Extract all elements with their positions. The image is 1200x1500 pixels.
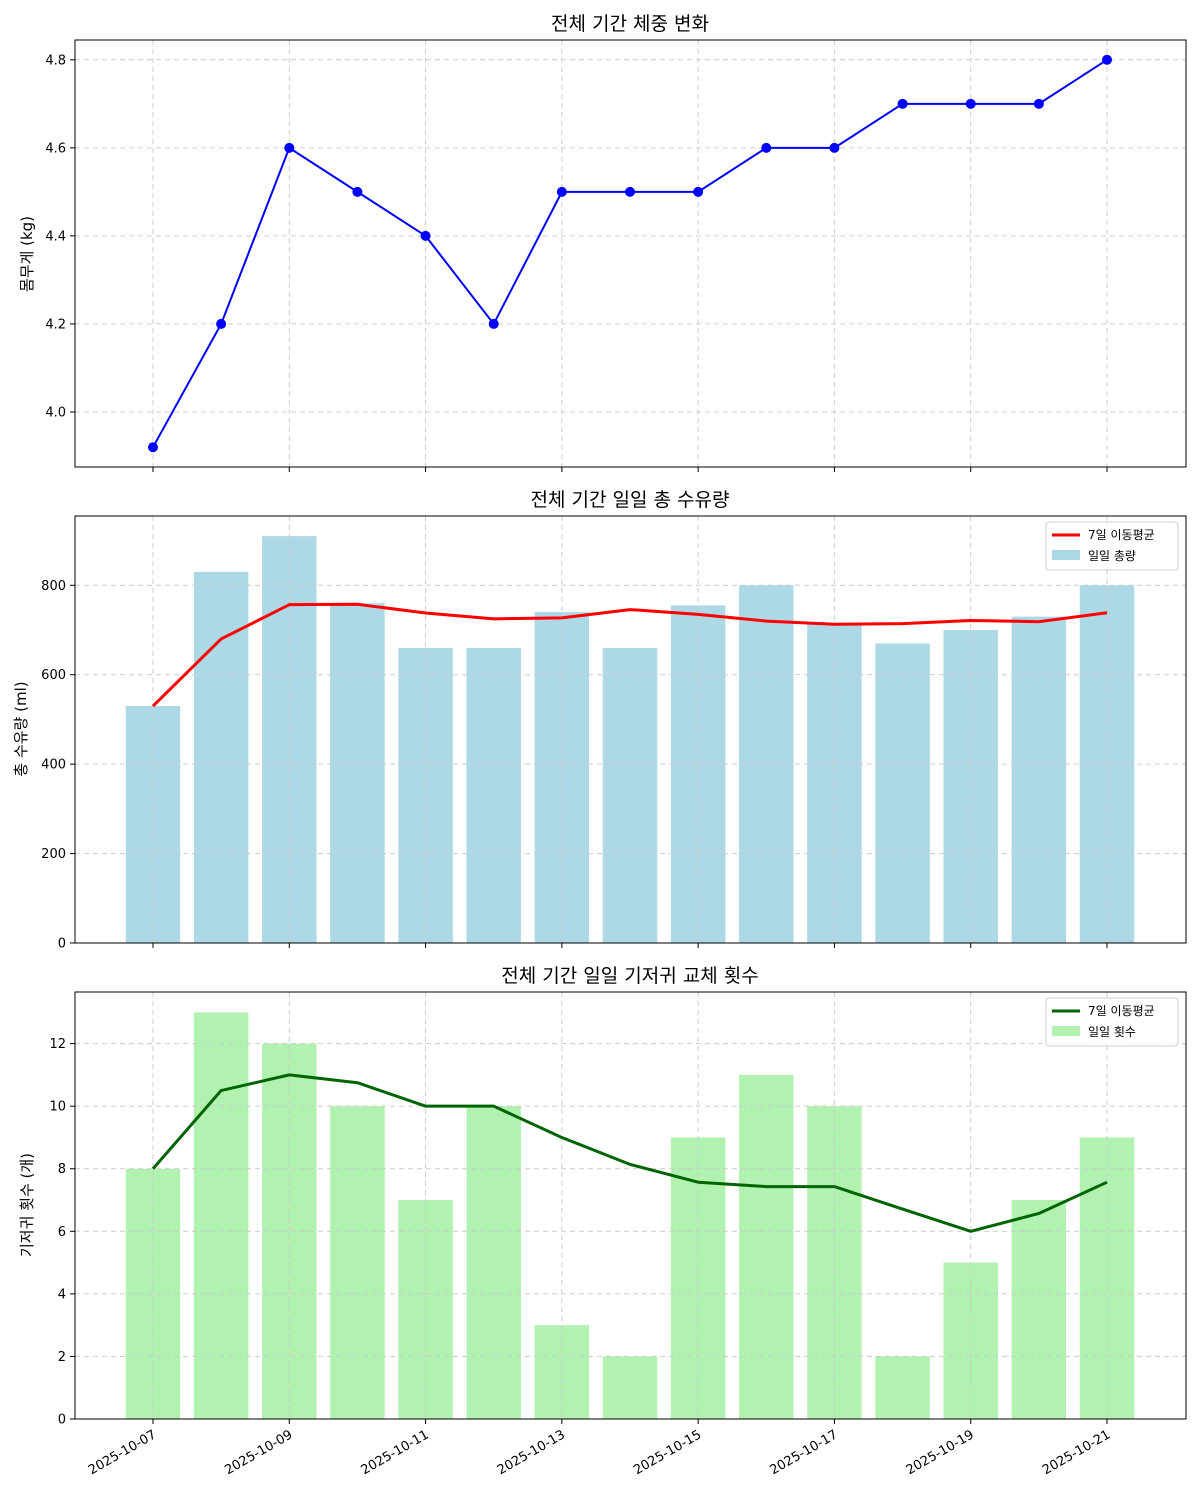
y-tick-label: 4 xyxy=(58,1287,66,1302)
chart-title: 전체 기간 체중 변화 xyxy=(551,13,709,35)
daily-bar xyxy=(466,1106,521,1419)
weight-point xyxy=(1033,98,1044,109)
moving-average-line xyxy=(151,602,1108,708)
daily-bar xyxy=(670,605,726,943)
y-tick-label: 12 xyxy=(49,1037,66,1052)
legend: 7일 이동평균 일일 횟수 xyxy=(1045,997,1179,1047)
daily-bar xyxy=(330,603,385,943)
y-tick-label: 0 xyxy=(58,1413,66,1428)
daily-bar xyxy=(466,647,521,943)
daily-bar xyxy=(602,647,658,943)
y-tick-label: 600 xyxy=(41,668,66,683)
daily-bar xyxy=(943,1262,998,1419)
weight-point xyxy=(1102,54,1112,65)
legend-swatch-daily xyxy=(1052,1026,1080,1036)
weight-point xyxy=(829,142,840,153)
plot-frame xyxy=(74,39,1187,468)
legend-swatch-daily xyxy=(1052,550,1080,560)
weight-point xyxy=(761,142,772,153)
weight-point xyxy=(897,98,908,109)
legend-label-daily: 일일 총량 xyxy=(1088,549,1136,563)
chart-title: 전체 기간 일일 총 수유량 xyxy=(531,489,730,511)
legend: 7일 이동평균 일일 총량 xyxy=(1045,521,1179,571)
y-axis-label: 기저귀 횟수 (개) xyxy=(18,1153,36,1257)
y-tick-label: 800 xyxy=(41,579,66,594)
plot-frame xyxy=(74,515,1187,944)
daily-bar xyxy=(875,643,930,943)
moving-average-line xyxy=(151,1073,1108,1233)
weight-point xyxy=(420,230,431,241)
y-tick-label: 4.8 xyxy=(45,53,66,68)
daily-bar xyxy=(1011,616,1067,943)
daily-bar xyxy=(670,1137,726,1419)
plot-frame xyxy=(74,991,1187,1420)
daily-bar xyxy=(875,1356,930,1419)
weight-point xyxy=(693,186,704,197)
y-tick-label: 2 xyxy=(58,1350,66,1365)
daily-bar xyxy=(739,1074,794,1419)
y-tick-label: 0 xyxy=(58,937,66,952)
weight-chart-panel: 전체 기간 체중 변화 몸무게 (kg) 4.0 4.2 4.4 4.6 4.8 xyxy=(18,13,1187,472)
y-tick-label: 4.2 xyxy=(45,317,66,332)
daily-bar xyxy=(739,585,794,943)
daily-bar xyxy=(602,1356,658,1419)
y-tick-label: 200 xyxy=(41,847,66,862)
y-tick-label: 6 xyxy=(58,1225,66,1240)
weight-point xyxy=(216,318,227,329)
y-tick-label: 4.0 xyxy=(45,405,66,420)
daily-bar xyxy=(193,571,249,943)
weight-point xyxy=(556,186,567,197)
daily-bar xyxy=(330,1106,385,1419)
legend-label-daily: 일일 횟수 xyxy=(1088,1025,1136,1039)
y-tick-label: 10 xyxy=(49,1100,66,1115)
y-axis-label: 몸무게 (kg) xyxy=(18,216,36,292)
weight-point xyxy=(625,186,635,197)
y-tick-label: 400 xyxy=(41,758,66,773)
weight-point xyxy=(148,442,158,453)
y-tick-label: 8 xyxy=(58,1162,66,1177)
y-axis-label: 총 수유량 (ml) xyxy=(12,681,30,776)
y-tick-label: 4.6 xyxy=(45,141,66,156)
legend-label-moving-average: 7일 이동평균 xyxy=(1088,528,1155,542)
weight-point xyxy=(284,142,295,153)
weight-point xyxy=(352,186,363,197)
chart-title: 전체 기간 일일 기저귀 교체 횟수 xyxy=(501,965,758,987)
feeding-chart-panel: 전체 기간 일일 총 수유량 총 수유량 (ml) 0200400600800 … xyxy=(12,489,1187,952)
weight-point xyxy=(488,318,499,329)
daily-bar xyxy=(193,1012,249,1419)
daily-bar xyxy=(1079,1137,1135,1419)
weight-point xyxy=(965,98,976,109)
daily-bar xyxy=(1011,1200,1067,1419)
legend-label-moving-average: 7일 이동평균 xyxy=(1088,1004,1155,1018)
y-tick-label: 4.4 xyxy=(45,229,66,244)
